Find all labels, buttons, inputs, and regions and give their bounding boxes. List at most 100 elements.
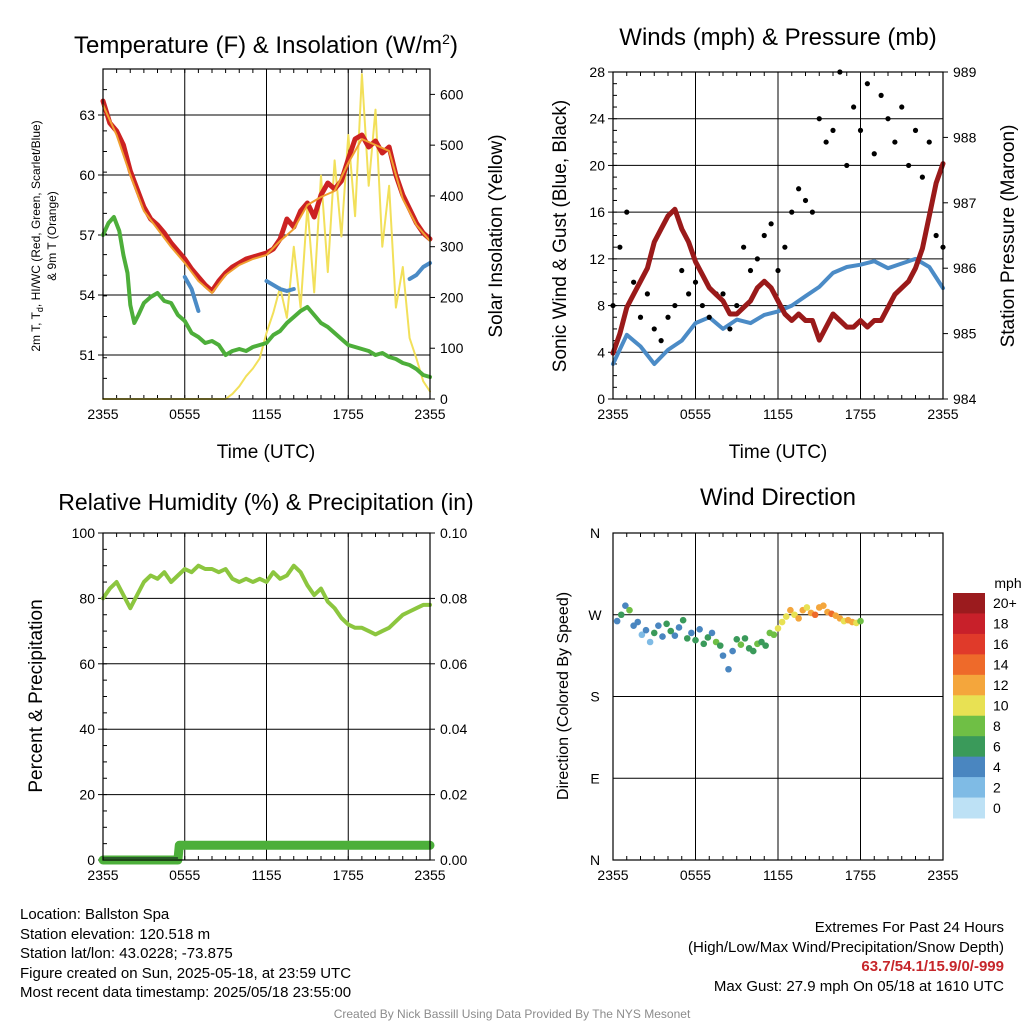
humidity-line [101,563,432,637]
direction-point [704,634,712,641]
direction-point [733,635,741,643]
direction-point [650,629,658,637]
x-tick-label: 2355 [87,406,118,422]
direction-point [634,618,642,626]
colorbar-label: 12 [993,677,1009,693]
gust-point [665,314,671,320]
panel1-plot: 2355 0555 1155 1755 2355 51 54 57 60 63 0 100 200 300… [79,68,464,422]
colorbar-swatch [953,633,985,655]
x-tick-label: 0555 [169,406,200,422]
x-tick-label: 2355 [927,406,958,422]
x-tick-label: 2355 [414,867,445,883]
station-latlon: Station lat/lon: 43.0228; -73.875 [20,945,233,962]
x-tick-label: 0555 [680,406,711,422]
direction-point [778,618,786,626]
direction-point [659,633,666,640]
y-tick-label-right: 985 [953,326,977,342]
x-tick-label: 2355 [87,867,118,883]
colorbar-label: 8 [993,718,1001,734]
gust-point [734,302,740,309]
direction-label: S [590,689,599,705]
heatindex-line [182,275,201,313]
y-tick-label-left: 63 [79,107,95,123]
y-tick-label-right: 400 [440,188,464,204]
colorbar-label: 14 [993,657,1009,673]
y-tick-label-left: 54 [79,287,95,303]
panel2-plot: 2355 0555 1155 1755 235504812162024289849859… [589,64,976,422]
x-tick-label: 2355 [414,406,445,422]
colorbar-swatch [953,613,985,635]
y-tick-label-left: 60 [79,167,95,183]
panel2-ylabel-left: Sonic Wind & Gust (Blue, Black) [550,100,571,372]
extremes-values: 63.7/54.1/15.9/0/-999 [861,958,1004,975]
gust-point [754,256,760,262]
direction-point [716,642,724,649]
direction-point [762,642,769,649]
direction-point [741,635,749,642]
direction-point [782,613,790,620]
y-tick-label-left: 12 [589,251,605,267]
y-tick-label-left: 20 [589,157,605,173]
x-tick-label: 2355 [927,867,958,883]
gust-point [885,116,891,122]
x-tick-label: 2355 [597,406,628,422]
panel1-xlabel: Time (UTC) [217,442,316,463]
y-tick-label-right: 988 [953,129,977,145]
direction-point [696,625,703,633]
direction-point [646,638,654,646]
y-tick-label-left: 8 [597,298,605,314]
direction-point [688,629,695,637]
colorbar-swatch [953,736,985,758]
gust-point [651,326,657,332]
recent-timestamp: Most recent data timestamp: 2025/05/18 2… [20,984,352,1001]
colorbar-swatch [953,715,985,737]
x-tick-label: 1155 [251,406,281,422]
panel1-ylabel-left: 2m T, Td, HI/WC (Red, Green, Scarlet/Blu… [29,120,45,351]
direction-point [692,636,699,644]
plot-border [612,71,944,400]
panel4-title: Wind Direction [700,484,856,511]
direction-label: E [590,770,599,786]
gust-point [878,92,884,98]
direction-point [795,615,802,622]
x-tick-label: 1755 [333,867,364,883]
gust-point [631,279,637,285]
colorbar-swatch [953,593,985,614]
plot-border [102,68,431,400]
panel-wind-direction: Wind Direction 2355 0555 1155 1755 2355NESWN… [555,484,1022,883]
colorbar-title: mph [994,575,1021,591]
gust-point [823,139,829,145]
panel1-title: Temperature (F) & Insolation (W/m2) [74,31,458,59]
y-tick-label-right: 0.08 [440,590,467,606]
colorbar-label: 16 [993,636,1009,652]
y-tick-label-left: 57 [79,227,95,243]
y-tick-label-right: 500 [440,137,464,153]
direction-point [857,617,864,625]
colorbar-label: 18 [993,616,1009,632]
colorbar-swatch [953,695,985,717]
gust-point [720,291,726,297]
direction-point [719,652,727,659]
gust-point [644,291,650,297]
colorbar-label: 10 [993,698,1009,714]
direction-label: W [588,607,602,623]
direction-point [675,624,683,631]
y-tick-label-right: 0.06 [440,656,467,672]
y-tick-label-right: 0 [440,391,448,407]
max-gust: Max Gust: 27.9 mph On 05/18 at 1610 UTC [713,977,1004,995]
y-tick-label-right: 987 [953,195,977,211]
dewpoint-line [101,215,432,379]
direction-point [700,640,708,648]
gust-point [789,209,795,215]
extremes-heading: Extremes For Past 24 Hours [814,919,1004,936]
gust-point [672,302,678,309]
temperature-line [100,98,433,294]
y-tick-label-right: 0.04 [440,721,467,737]
gust-point [816,116,822,122]
y-tick-label-right: 989 [953,64,977,80]
panel-winds: Winds (mph) & Pressure (mb) 2355 0555 1155… [550,24,1019,463]
direction-label: N [590,852,600,868]
extremes-legend: (High/Low/Max Wind/Precipitation/Snow De… [688,938,1004,956]
gust-point [899,104,905,110]
y-tick-label-left: 60 [79,656,95,672]
